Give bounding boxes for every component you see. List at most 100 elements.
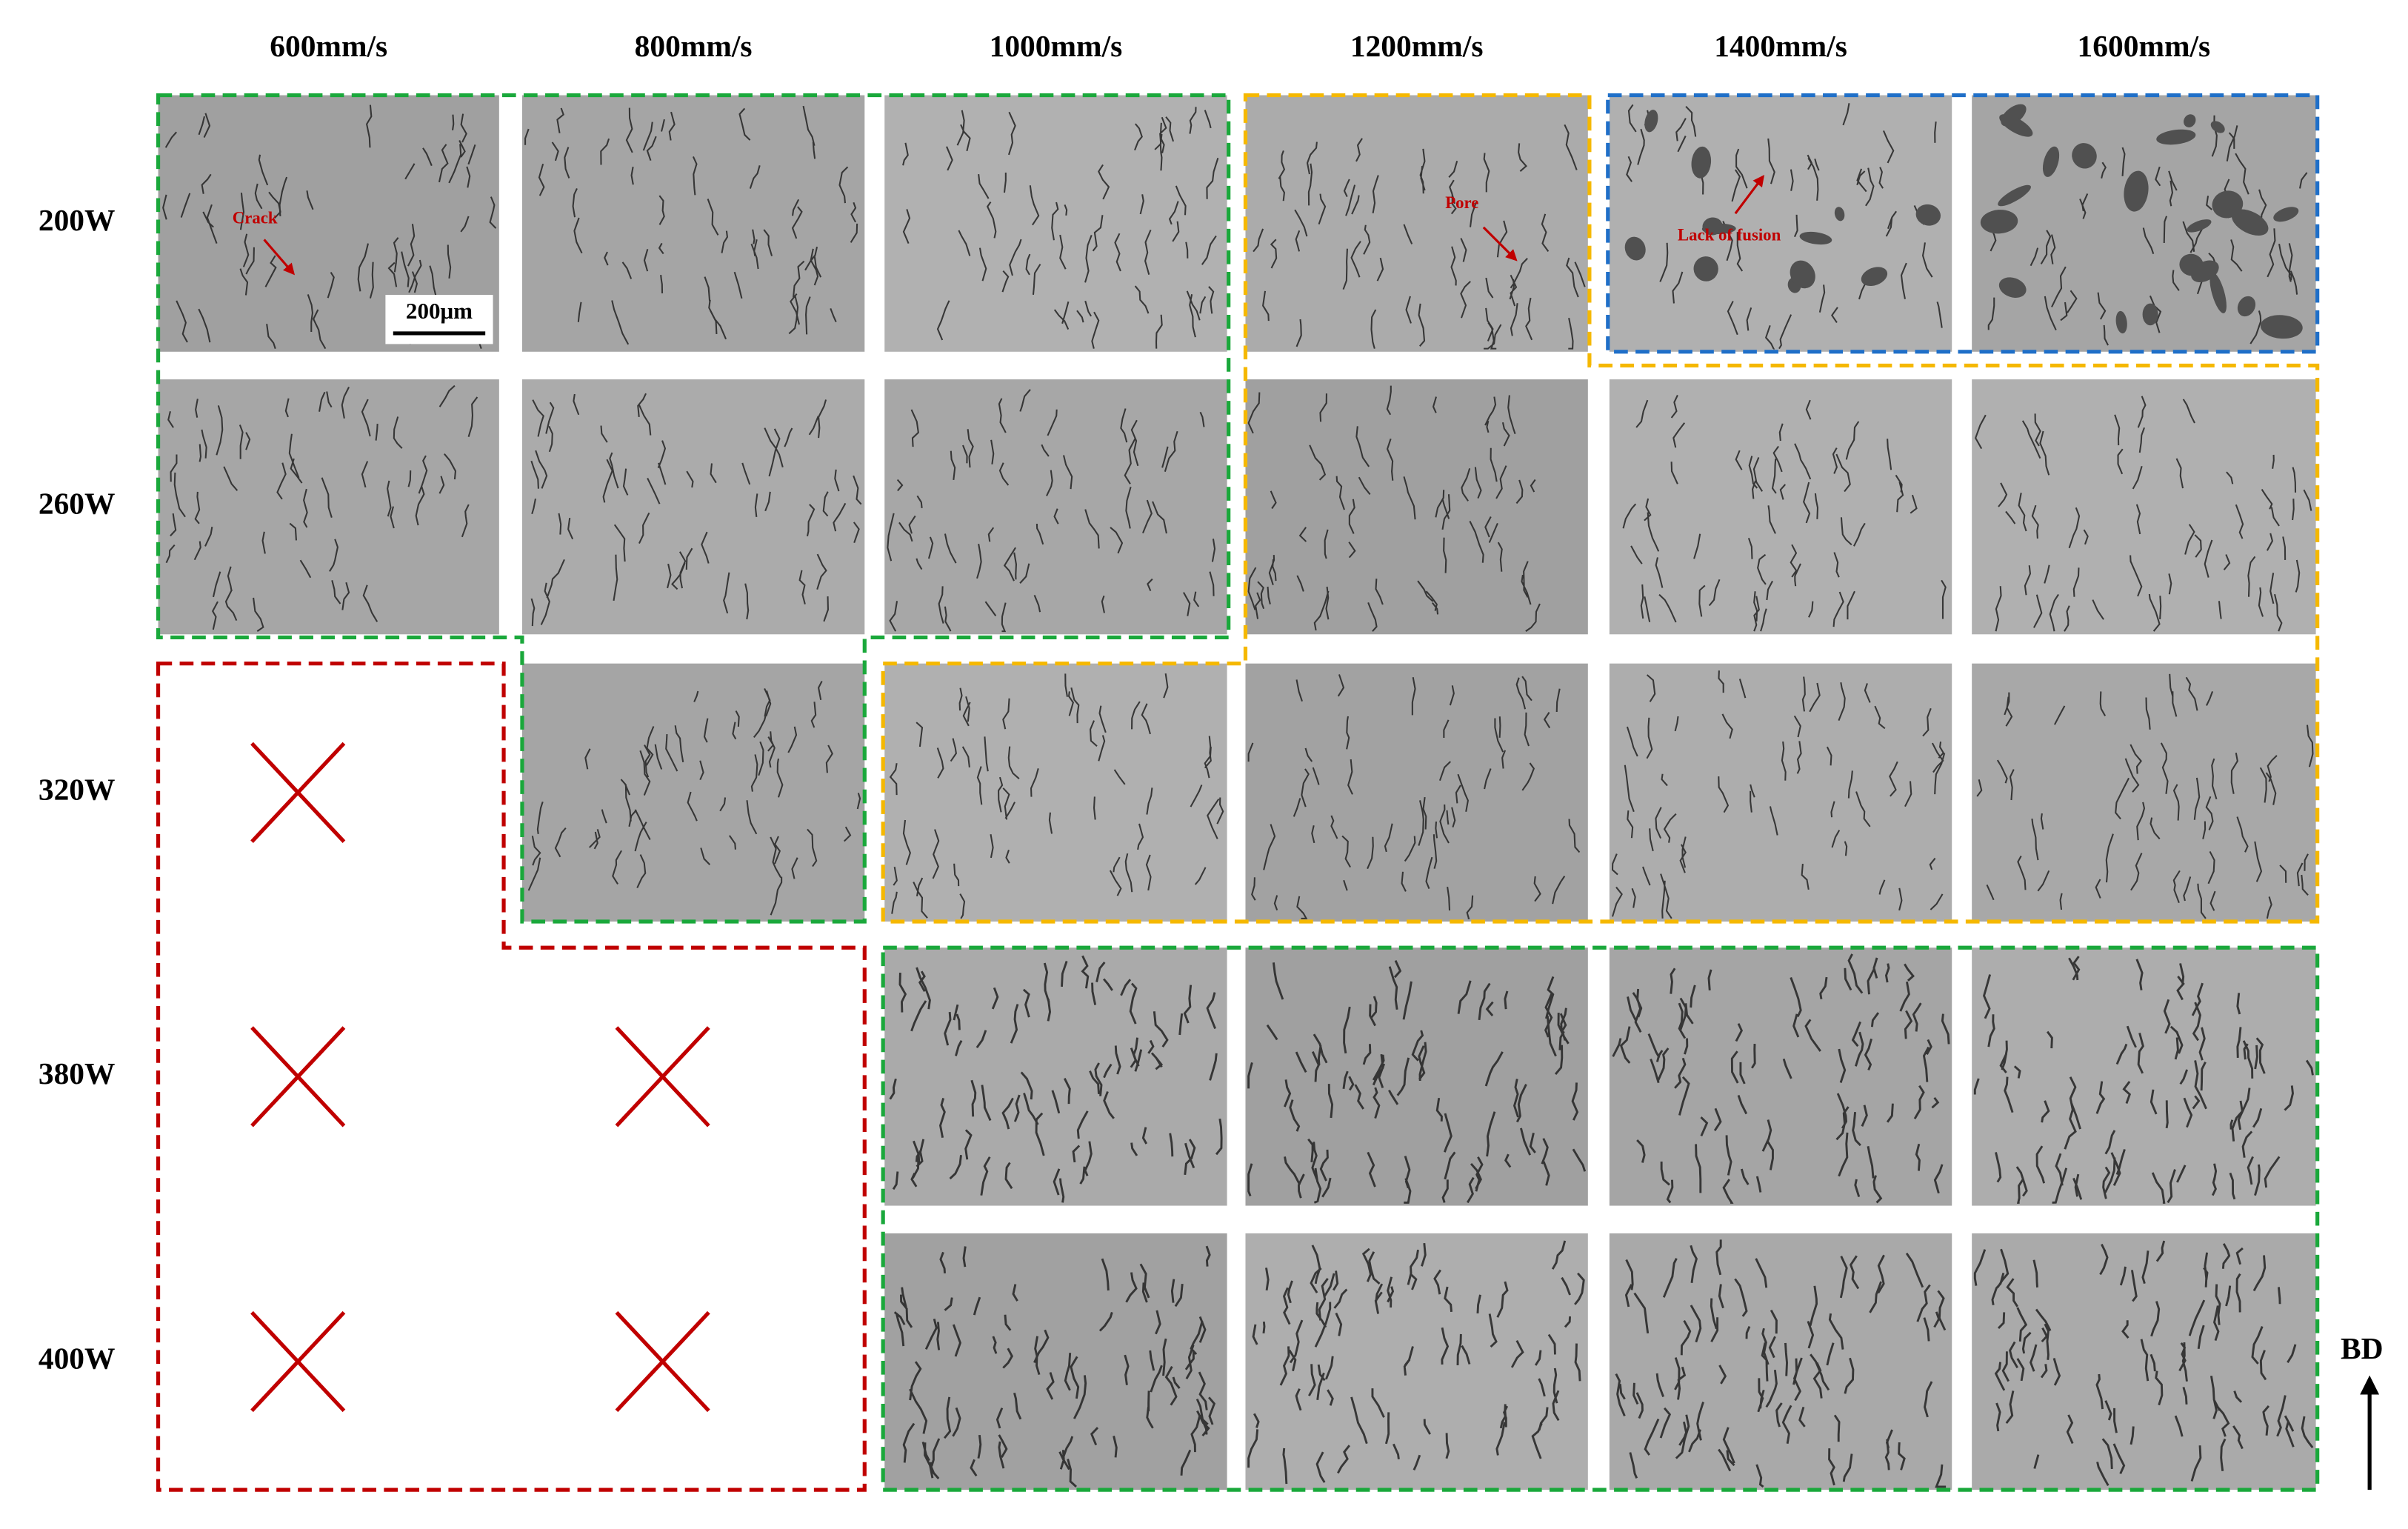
pore-annotation: Pore xyxy=(1445,193,1518,262)
cross-mark xyxy=(250,1026,346,1127)
crack-texture xyxy=(893,1245,1216,1488)
crack-texture xyxy=(524,105,858,345)
yellow-region xyxy=(881,93,2320,924)
cross-mark xyxy=(250,1310,346,1413)
micrograph-background xyxy=(1609,379,1952,635)
pore-texture xyxy=(1701,223,1736,235)
pore-texture xyxy=(2072,143,2097,169)
pore-texture xyxy=(2187,219,2212,233)
row-label: 200W xyxy=(39,203,116,237)
micrograph-background xyxy=(1245,663,1588,922)
annotation: Crack xyxy=(233,209,278,227)
build-direction: BD xyxy=(2341,1331,2384,1490)
scale-bar-box xyxy=(385,295,493,344)
row-label: 260W xyxy=(39,487,116,521)
micrograph-background xyxy=(1972,947,2316,1206)
annotation: Lack of fusion xyxy=(1678,226,1781,244)
micrograph-background xyxy=(884,95,1227,352)
micrograph xyxy=(884,95,1227,352)
red-region xyxy=(156,662,867,1492)
scale-bar-label: 200μm xyxy=(406,298,473,324)
pore-texture xyxy=(2156,129,2196,145)
crack-annotation: Crack xyxy=(233,209,296,276)
pore-texture xyxy=(2237,296,2256,317)
cross-mark xyxy=(615,1026,710,1127)
micrograph-background xyxy=(884,1233,1227,1490)
micrograph-background xyxy=(1245,379,1588,635)
cross-mark xyxy=(250,742,346,843)
row-label: 400W xyxy=(39,1342,116,1376)
micrograph xyxy=(521,95,865,352)
crack-texture xyxy=(1973,956,2314,1204)
micrograph-background xyxy=(521,663,865,922)
micrograph-background xyxy=(884,663,1227,922)
column-header: 1400mm/s xyxy=(1714,29,1847,63)
micrograph xyxy=(1972,1233,2316,1490)
micrograph xyxy=(1972,947,2316,1206)
micrograph xyxy=(1245,947,1588,1206)
pore-texture xyxy=(1998,184,2031,207)
pore-texture xyxy=(2142,303,2158,326)
micrograph xyxy=(1972,663,2316,922)
pore-texture xyxy=(1834,207,1845,221)
micrograph xyxy=(884,1233,1227,1490)
crack-texture xyxy=(1247,385,1541,632)
crack-texture xyxy=(902,107,1219,349)
pore-texture xyxy=(1644,110,1658,133)
micrograph xyxy=(1609,947,1952,1206)
micrograph xyxy=(521,663,865,922)
micrograph-background xyxy=(1972,663,2316,922)
micrograph xyxy=(1972,95,2316,352)
column-header: 1000mm/s xyxy=(990,29,1123,63)
row-label: 320W xyxy=(39,772,116,806)
micrograph-background xyxy=(1609,663,1952,922)
pore-texture xyxy=(2184,114,2196,127)
crack-texture xyxy=(1976,673,2314,919)
pore-texture xyxy=(2124,170,2149,212)
pore-texture xyxy=(1861,267,1888,287)
micrograph-background xyxy=(1972,379,2316,635)
micrograph xyxy=(1609,663,1952,922)
pore-texture xyxy=(1999,114,2033,137)
micrograph xyxy=(1609,95,1952,352)
micrograph xyxy=(1245,663,1588,922)
micrograph xyxy=(1245,379,1588,635)
pore-texture xyxy=(1998,277,2027,298)
crack-texture xyxy=(530,393,862,627)
crack-texture xyxy=(1247,1240,1585,1485)
pore-texture xyxy=(1790,260,1815,289)
crack-texture xyxy=(1247,674,1581,919)
crack-texture xyxy=(889,955,1223,1203)
micrograph xyxy=(1609,379,1952,635)
arrow xyxy=(1482,226,1518,262)
blue-region xyxy=(1606,93,2320,354)
pore-texture xyxy=(2232,209,2269,236)
micrograph-background xyxy=(521,95,865,352)
pore-texture xyxy=(2212,190,2244,219)
crack-texture xyxy=(1611,670,1946,919)
micrograph-background xyxy=(1609,947,1952,1206)
lack-of-fusion-annotation: Lack of fusion xyxy=(1678,174,1781,244)
micrograph xyxy=(884,663,1227,922)
green-region xyxy=(156,93,1231,924)
micrograph xyxy=(158,95,499,352)
arrow xyxy=(263,239,296,276)
crack-texture xyxy=(1247,960,1587,1204)
crack-texture xyxy=(1253,124,1586,350)
green-region xyxy=(881,945,2320,1492)
pore-texture xyxy=(1691,146,1712,179)
pore-texture xyxy=(2115,310,2127,334)
pore-texture xyxy=(2210,121,2225,133)
micrograph-grid xyxy=(158,95,2316,1490)
crack-texture xyxy=(889,673,1224,919)
micrograph xyxy=(1972,379,2316,635)
region-outlines xyxy=(156,93,2320,1492)
column-header: 600mm/s xyxy=(270,29,387,63)
scale-bar: 200μm xyxy=(385,295,493,344)
pore-texture xyxy=(2191,260,2219,283)
pore-texture xyxy=(2260,315,2303,339)
direction-label: BD xyxy=(2341,1331,2384,1365)
crack-texture xyxy=(527,681,861,916)
pore-texture xyxy=(2209,272,2227,313)
